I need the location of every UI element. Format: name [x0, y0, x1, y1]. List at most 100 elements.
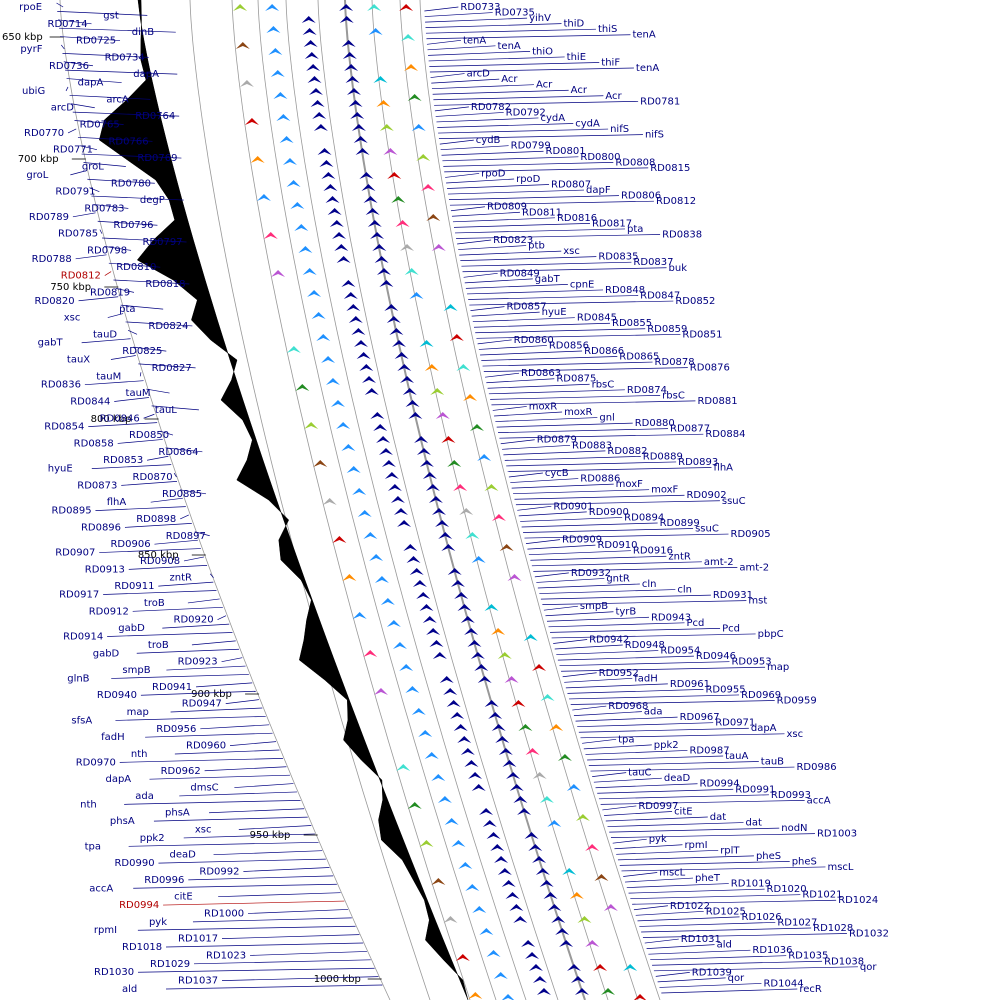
label-leader-line [540, 594, 711, 600]
gene-feature-arrow [317, 148, 332, 155]
gene-feature-arrow [325, 378, 340, 385]
label-leader-line [138, 363, 196, 369]
label-leader-line [158, 581, 214, 587]
gene-label: rpoE [19, 2, 42, 13]
gene-label: tauL [155, 405, 177, 416]
label-leader-line [592, 772, 627, 777]
gene-feature-arrow [549, 724, 564, 731]
gene-label: RD0948 [625, 640, 665, 651]
gene-feature-arrow [450, 712, 465, 719]
gene-label: RD0952 [599, 668, 639, 679]
gene-feature-arrow [389, 328, 404, 335]
gene-label: RD0906 [110, 539, 150, 550]
gene-feature-arrow [367, 4, 382, 11]
gene-feature-arrow [431, 774, 446, 781]
kbp-tick-label: 800 kbp [91, 414, 132, 425]
label-leader-line [500, 439, 535, 445]
label-leader-line [187, 598, 220, 604]
gene-feature-arrow [345, 76, 360, 83]
gene-label: moxF [651, 485, 678, 496]
gene-label: RD0856 [549, 340, 589, 351]
label-leader-line [492, 406, 527, 411]
gene-feature-arrow [400, 376, 415, 383]
gene-label: dinB [132, 27, 154, 38]
gene-label: RD0855 [612, 318, 652, 329]
gene-label: RD1038 [824, 956, 864, 967]
gene-label: RD1026 [742, 912, 782, 923]
gene-feature-arrow [416, 592, 431, 599]
gene-feature-arrow [543, 892, 558, 899]
label-leader-line [562, 672, 597, 678]
gene-feature-arrow [378, 448, 393, 455]
gene-feature-arrow [623, 964, 638, 971]
gene-label: tauB [761, 757, 784, 768]
label-leader-line [630, 894, 801, 900]
label-leader-line [69, 94, 151, 100]
gene-feature-arrow [250, 156, 265, 163]
kbp-tick-label: 750 kbp [50, 282, 91, 293]
label-leader-line [457, 239, 492, 245]
label-leader-line [577, 722, 714, 728]
kbp-tick: 800 kbp [91, 414, 159, 425]
gene-feature-arrow [397, 364, 412, 371]
label-leader-line [432, 89, 569, 95]
feature-tracks [233, 4, 647, 1000]
gene-label: ada [135, 791, 154, 802]
gene-label: RD0766 [108, 136, 148, 147]
label-leader-line [477, 339, 512, 345]
gene-label: RD0801 [546, 146, 586, 157]
gene-feature-arrow [507, 574, 522, 581]
label-leader-line [127, 330, 138, 335]
gene-label: hyuE [48, 464, 73, 475]
gene-label: accA [89, 883, 113, 894]
gene-label: RD1039 [692, 967, 732, 978]
gene-feature-arrow [469, 424, 484, 431]
label-leader-line [486, 378, 555, 384]
gene-label: cycB [545, 468, 569, 479]
gene-feature-arrow [321, 172, 336, 179]
gene-feature-arrow [363, 532, 378, 539]
gene-feature-arrow [551, 916, 566, 923]
label-leader-line [108, 262, 161, 268]
gene-feature-arrow [511, 700, 526, 707]
gene-label: RD0920 [174, 615, 214, 626]
gene-label: RD0816 [557, 213, 597, 224]
gene-feature-arrow [383, 148, 398, 155]
label-leader-line [578, 727, 749, 733]
label-leader-line [449, 200, 654, 206]
gene-label: RD0788 [32, 254, 72, 265]
label-leader-line [188, 875, 334, 881]
label-leader-line [612, 838, 647, 844]
gene-feature-arrow [235, 42, 250, 49]
label-leader-line [575, 716, 678, 722]
gene-feature-arrow [286, 346, 301, 353]
label-leader-line [65, 86, 69, 92]
track-guide-line [231, 0, 471, 1000]
gene-feature-arrow [547, 820, 562, 827]
gene-label: RD0836 [41, 380, 81, 391]
gene-label: cln [677, 585, 692, 596]
gene-feature-arrow [477, 676, 492, 683]
gene-feature-arrow [373, 424, 388, 431]
gene-label: RD0798 [87, 245, 127, 256]
gene-label: RD1022 [670, 901, 710, 912]
gene-label: ppk2 [654, 740, 679, 751]
gene-feature-arrow [373, 76, 388, 83]
gene-label: tpa [85, 841, 101, 852]
gene-feature-arrow [341, 444, 356, 451]
label-leader-line [59, 27, 176, 33]
gene-feature-arrow [419, 460, 434, 467]
label-leader-line [72, 111, 180, 117]
gene-feature-arrow [438, 532, 453, 539]
gene-label: RD1037 [178, 976, 218, 987]
label-leader-line [107, 313, 124, 318]
gene-feature-arrow [370, 232, 385, 239]
gene-feature-arrow [435, 520, 450, 527]
gene-label: gst [103, 10, 119, 21]
label-leader-line [593, 777, 662, 783]
gene-label: RD1018 [122, 942, 162, 953]
gene-label: rplT [720, 845, 740, 856]
gene-label: tyrB [615, 607, 636, 618]
gene-feature-arrow [391, 196, 406, 203]
label-leader-line [569, 694, 740, 700]
